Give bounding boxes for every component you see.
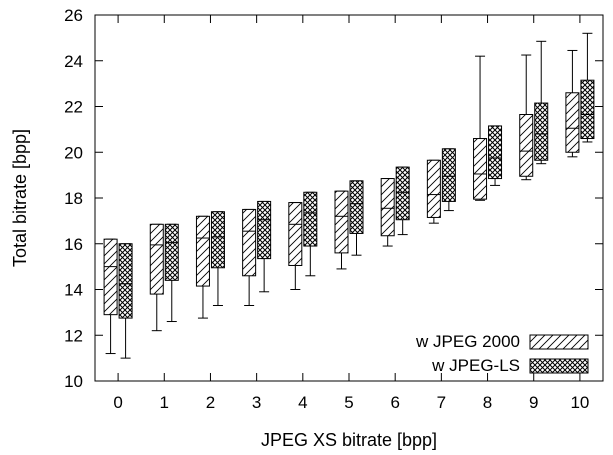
box-jpegls-0: [118, 243, 133, 359]
box-jpegls-6: [395, 166, 410, 236]
box-body: [149, 223, 164, 295]
box-jpeg2000-7: [426, 159, 441, 224]
box-jpegls-4: [303, 191, 318, 277]
x-axis-title: JPEG XS bitrate [bpp]: [261, 430, 437, 450]
x-tick-label: 10: [570, 393, 589, 412]
y-tick-label: 10: [64, 372, 83, 391]
x-tick-label: 6: [390, 393, 399, 412]
y-tick-label: 22: [64, 98, 83, 117]
y-tick-label: 24: [64, 52, 83, 71]
plot-frame: [94, 14, 604, 382]
y-tick-label: 20: [64, 143, 83, 162]
x-tick-label: 7: [437, 393, 446, 412]
y-axis-title: Total bitrate [bpp]: [10, 129, 30, 267]
box-body: [488, 125, 503, 180]
legend-item-jpeg2000: w JPEG 2000: [415, 332, 589, 351]
legend: w JPEG 2000 w JPEG-LS: [415, 332, 589, 375]
box-body: [303, 191, 318, 247]
box-jpegls-1: [164, 223, 179, 323]
box-body: [519, 114, 534, 177]
legend-label: w JPEG 2000: [415, 332, 520, 351]
x-tick-label: 2: [206, 393, 215, 412]
legend-label: w JPEG-LS: [431, 356, 520, 375]
y-tick-label: 16: [64, 235, 83, 254]
x-tick-label: 1: [160, 393, 169, 412]
x-tick-label: 8: [483, 393, 492, 412]
box-body: [473, 138, 488, 200]
box-body: [210, 211, 225, 269]
box-body: [118, 243, 133, 319]
x-tick-label: 9: [529, 393, 538, 412]
box-jpeg2000-9: [519, 54, 534, 181]
box-jpeg2000-1: [149, 223, 164, 332]
box-jpegls-5: [349, 180, 364, 256]
box-jpeg2000-0: [103, 238, 118, 355]
box-body: [441, 148, 456, 202]
box-body: [195, 215, 210, 287]
box-body: [580, 79, 595, 140]
y-tick-label: 18: [64, 189, 83, 208]
box-jpegls-10: [580, 32, 595, 143]
legend-item-jpegls: w JPEG-LS: [431, 356, 589, 375]
box-jpeg2000-10: [565, 49, 580, 158]
box-body: [103, 238, 118, 316]
box-jpeg2000-5: [334, 190, 349, 270]
box-body: [242, 208, 257, 277]
box-body: [380, 178, 395, 237]
box-body: [349, 180, 364, 234]
box-body: [288, 202, 303, 266]
box-jpegls-7: [441, 148, 456, 212]
box-jpegls-9: [534, 40, 549, 165]
y-tick-label: 14: [64, 281, 83, 300]
box-body: [565, 92, 580, 153]
legend-swatch: [529, 334, 589, 350]
x-tick-label: 0: [113, 393, 122, 412]
box-jpeg2000-3: [242, 208, 257, 307]
x-tick-label: 5: [344, 393, 353, 412]
box-jpegls-2: [210, 211, 225, 307]
x-tick-label: 3: [252, 393, 261, 412]
box-body: [334, 190, 349, 254]
box-jpeg2000-6: [380, 178, 395, 247]
box-body: [164, 223, 179, 281]
y-tick-label: 26: [64, 6, 83, 25]
box-body: [395, 166, 410, 221]
legend-swatch: [529, 358, 589, 374]
box-body: [534, 102, 549, 161]
box-body: [257, 200, 272, 260]
box-jpegls-8: [488, 125, 503, 186]
y-tick-label: 12: [64, 326, 83, 345]
box-jpeg2000-8: [473, 55, 488, 201]
box-body: [426, 159, 441, 218]
box-jpeg2000-2: [195, 215, 210, 319]
x-tick-label: 4: [298, 393, 307, 412]
box-jpegls-3: [257, 200, 272, 293]
box-jpeg2000-4: [288, 202, 303, 290]
